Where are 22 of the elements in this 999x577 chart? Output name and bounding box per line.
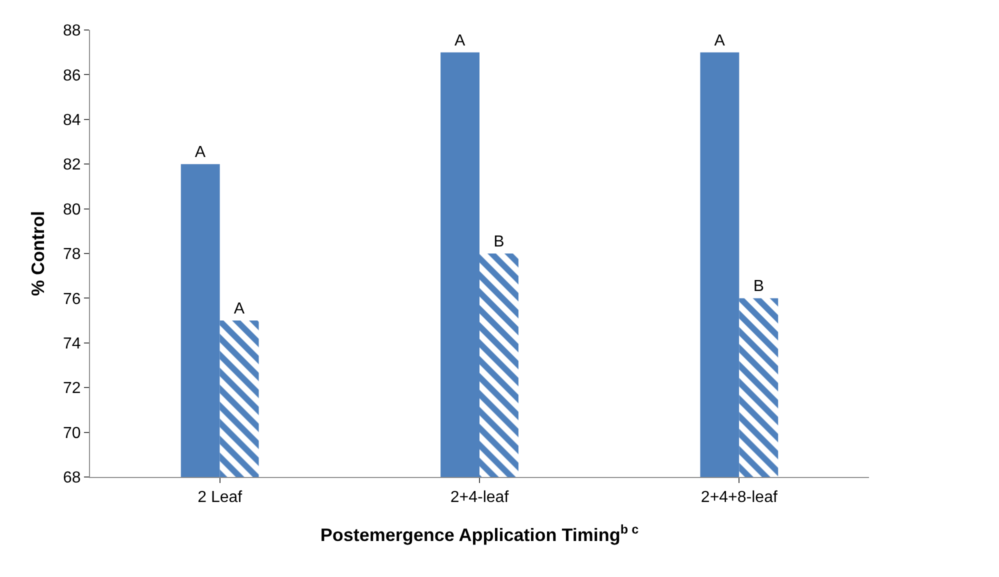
- x-tick-label: 2+4-leaf: [450, 489, 510, 506]
- y-tick-label: 74: [63, 336, 81, 352]
- x-axis-title: Postemergence Application Timing$^{b c}$: [320, 522, 639, 545]
- y-tick-label: 70: [63, 424, 81, 442]
- y-tick-label: 88: [63, 22, 81, 40]
- y-tick-label: 84: [63, 112, 81, 129]
- data-label: A: [234, 300, 245, 318]
- y-axis-title: % Control: [28, 211, 48, 296]
- data-label: B: [753, 278, 764, 296]
- y-tick-label: 78: [63, 246, 81, 264]
- y-tick-label: 72: [63, 380, 81, 398]
- data-label: A: [454, 32, 466, 50]
- y-tick-label: 76: [63, 290, 81, 308]
- data-label: A: [194, 144, 206, 162]
- data-label: A: [714, 32, 726, 50]
- x-tick-label: 2+4+8-leaf: [700, 489, 778, 506]
- y-tick-label: 82: [63, 156, 81, 174]
- y-tick-label: 68: [63, 470, 81, 487]
- x-tick-label: 2 Leaf: [198, 489, 243, 506]
- y-tick-label: 86: [63, 67, 81, 84]
- y-tick-label: 80: [63, 201, 81, 218]
- data-label: B: [494, 234, 504, 250]
